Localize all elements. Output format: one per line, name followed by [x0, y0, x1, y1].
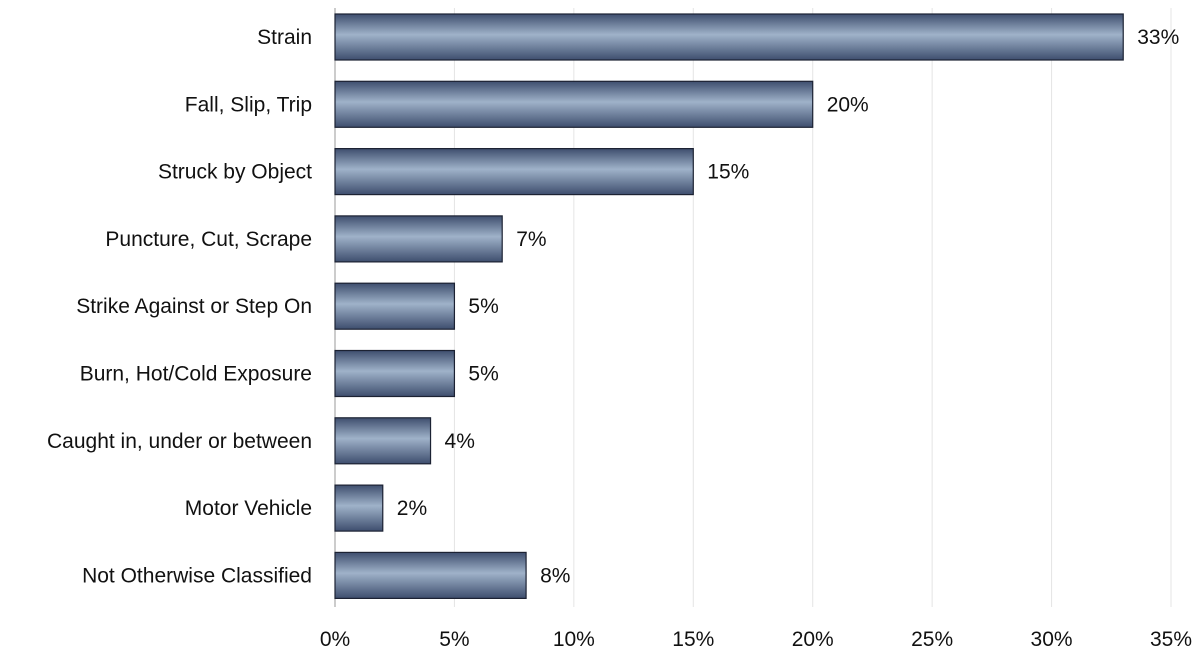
bar [334, 484, 384, 532]
x-tick-label: 25% [911, 628, 953, 651]
bar [334, 417, 432, 465]
x-tick-label: 0% [320, 628, 350, 651]
x-tick-label: 15% [672, 628, 714, 651]
data-label: 2% [397, 497, 427, 520]
x-tick-label: 35% [1150, 628, 1192, 651]
category-labels: Strain Fall, Slip, Trip Struck by Object Pu… [47, 26, 312, 587]
category-label: Motor Vehicle [185, 497, 312, 520]
data-labels: 33% 20% 15% 7% 5% 5% 4% 2% 8% [397, 26, 1179, 587]
data-label: 4% [445, 430, 475, 453]
bar [334, 148, 694, 196]
bar [334, 282, 456, 330]
bar [334, 80, 814, 128]
x-tick-label: 10% [553, 628, 595, 651]
category-label: Caught in, under or between [47, 430, 312, 453]
category-label: Puncture, Cut, Scrape [105, 228, 312, 251]
data-label: 15% [707, 161, 749, 184]
data-label: 20% [827, 93, 869, 116]
category-label: Strike Against or Step On [76, 295, 312, 318]
category-label: Fall, Slip, Trip [185, 93, 312, 116]
x-axis-tick-labels: 0% 5% 10% 15% 20% 25% 30% 35% [320, 628, 1192, 651]
bars [334, 13, 1124, 600]
category-label: Not Otherwise Classified [82, 564, 312, 587]
data-label: 7% [516, 228, 546, 251]
x-tick-label: 5% [439, 628, 469, 651]
category-label: Burn, Hot/Cold Exposure [80, 363, 312, 386]
data-label: 5% [468, 295, 498, 318]
category-label: Strain [257, 26, 312, 49]
bar [334, 349, 456, 398]
bar [334, 13, 1124, 61]
bar [334, 215, 503, 263]
x-tick-label: 30% [1031, 628, 1073, 651]
bar [334, 551, 527, 600]
category-label: Struck by Object [158, 161, 312, 184]
data-label: 33% [1137, 26, 1179, 49]
x-tick-label: 20% [792, 628, 834, 651]
data-label: 5% [468, 363, 498, 386]
data-label: 8% [540, 564, 570, 587]
